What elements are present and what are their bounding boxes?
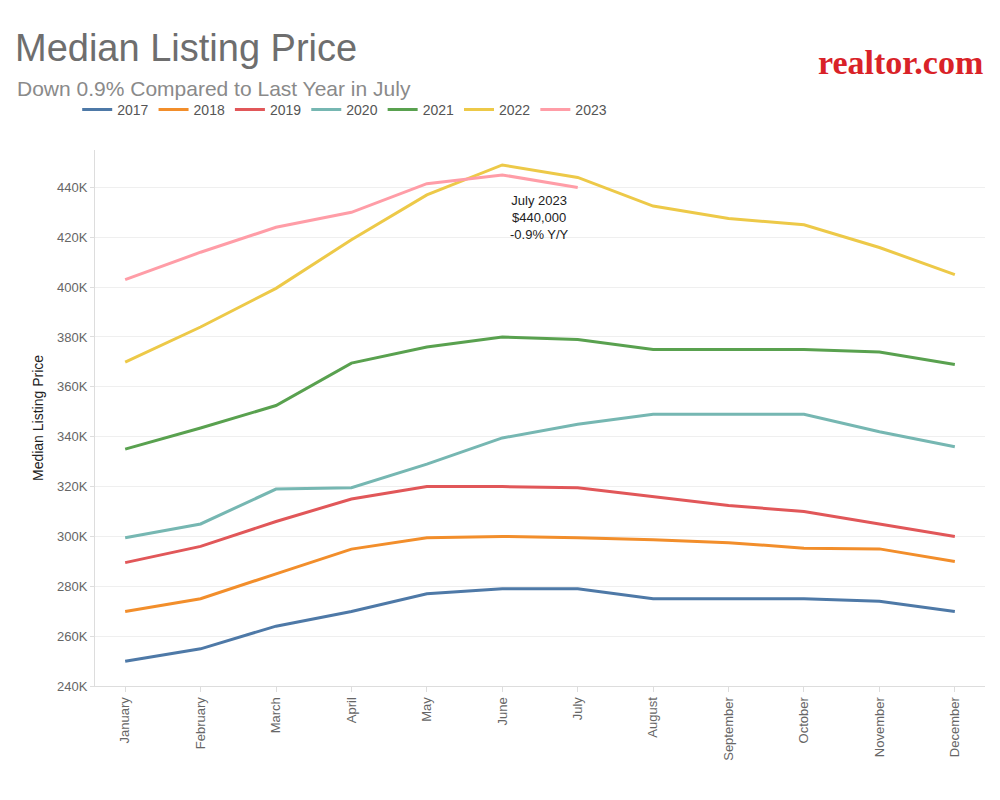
svg-text:Median Listing Price: Median Listing Price [15,27,357,69]
svg-text:April: April [344,697,359,723]
svg-text:2017: 2017 [117,102,148,118]
svg-text:July 2023$440,000-0.9% Y/Y: July 2023$440,000-0.9% Y/Y [510,193,569,242]
svg-text:February: February [193,697,208,750]
svg-text:March: March [268,697,283,733]
svg-text:September: September [721,697,736,761]
svg-text:May: May [419,697,434,722]
svg-text:August: August [645,697,660,738]
svg-text:June: June [495,697,510,725]
svg-text:2020: 2020 [346,102,377,118]
svg-text:320K: 320K [57,479,88,494]
svg-text:2023: 2023 [575,102,606,118]
svg-text:2022: 2022 [499,102,530,118]
svg-text:420K: 420K [57,230,88,245]
svg-text:2019: 2019 [270,102,301,118]
svg-text:July: July [570,697,585,721]
svg-text:January: January [117,697,132,744]
svg-text:440K: 440K [57,180,88,195]
svg-text:December: December [947,697,962,758]
svg-text:380K: 380K [57,330,88,345]
svg-text:realtor.com: realtor.com [818,44,983,81]
svg-text:240K: 240K [57,679,88,694]
svg-text:2018: 2018 [194,102,225,118]
svg-text:400K: 400K [57,280,88,295]
svg-text:280K: 280K [57,579,88,594]
svg-text:260K: 260K [57,629,88,644]
svg-text:November: November [872,697,887,758]
svg-text:Median Listing Price: Median Listing Price [30,355,46,481]
svg-text:340K: 340K [57,429,88,444]
svg-text:360K: 360K [57,379,88,394]
svg-text:October: October [796,697,811,744]
svg-text:300K: 300K [57,529,88,544]
svg-text:2021: 2021 [423,102,454,118]
svg-text:Down 0.9% Compared to Last Yea: Down 0.9% Compared to Last Year in July [17,77,411,100]
